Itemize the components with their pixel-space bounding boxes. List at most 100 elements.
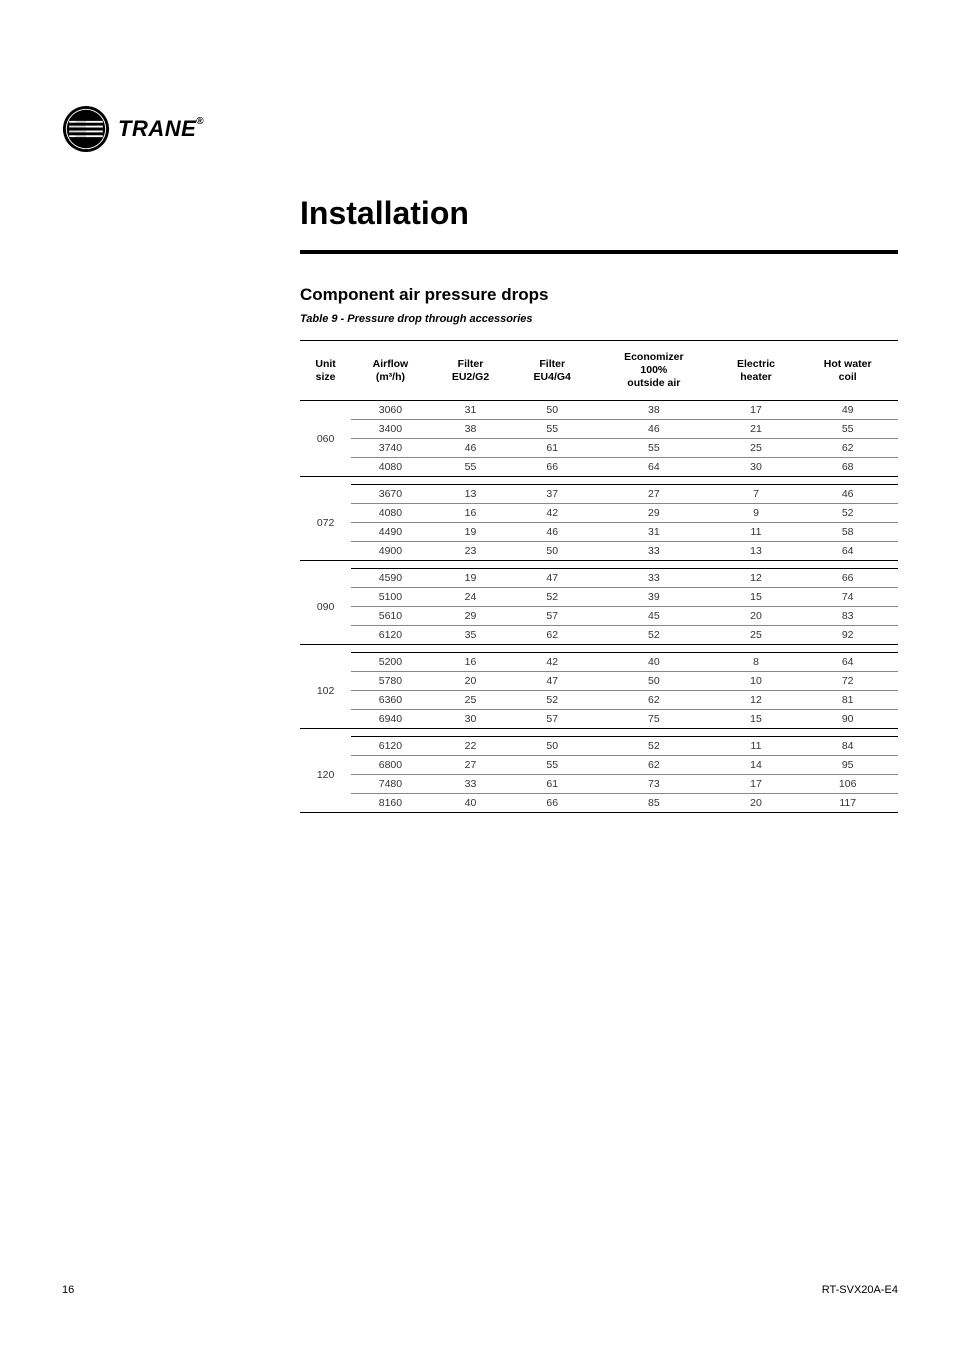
data-cell: 6120 <box>351 737 430 756</box>
data-cell: 95 <box>797 756 898 775</box>
data-cell: 15 <box>715 588 798 607</box>
data-cell: 25 <box>715 626 798 645</box>
data-cell: 23 <box>430 542 512 561</box>
unit-size-cell: 102 <box>300 653 351 729</box>
data-cell: 73 <box>593 775 715 794</box>
data-cell: 64 <box>797 542 898 561</box>
data-cell: 92 <box>797 626 898 645</box>
data-cell: 11 <box>715 523 798 542</box>
data-cell: 62 <box>797 439 898 458</box>
data-cell: 66 <box>511 458 593 477</box>
data-cell: 29 <box>430 607 512 626</box>
data-cell: 27 <box>430 756 512 775</box>
data-cell: 46 <box>593 420 715 439</box>
data-cell: 30 <box>430 710 512 729</box>
table-caption: Table 9 - Pressure drop through accessor… <box>300 313 533 325</box>
group-spacer <box>300 729 898 737</box>
table-row: 63602552621281 <box>300 691 898 710</box>
data-cell: 46 <box>797 485 898 504</box>
table-row: 44901946311158 <box>300 523 898 542</box>
data-cell: 20 <box>715 794 798 813</box>
col-electric-heater: Electric heater <box>715 341 798 401</box>
data-cell: 40 <box>430 794 512 813</box>
data-cell: 33 <box>430 775 512 794</box>
data-cell: 55 <box>511 756 593 775</box>
data-cell: 5100 <box>351 588 430 607</box>
group-spacer <box>300 561 898 569</box>
col-filter-eu2: Filter EU2/G2 <box>430 341 512 401</box>
data-cell: 117 <box>797 794 898 813</box>
data-cell: 62 <box>593 691 715 710</box>
table-row: 816040668520117 <box>300 794 898 813</box>
data-cell: 49 <box>797 401 898 420</box>
data-cell: 20 <box>715 607 798 626</box>
data-cell: 90 <box>797 710 898 729</box>
data-cell: 7480 <box>351 775 430 794</box>
table-row: 34003855462155 <box>300 420 898 439</box>
data-cell: 6800 <box>351 756 430 775</box>
data-cell: 57 <box>511 710 593 729</box>
data-cell: 3740 <box>351 439 430 458</box>
data-cell: 52 <box>593 626 715 645</box>
data-cell: 5200 <box>351 653 430 672</box>
data-cell: 50 <box>593 672 715 691</box>
data-cell: 55 <box>430 458 512 477</box>
unit-size-cell: 120 <box>300 737 351 813</box>
data-cell: 17 <box>715 401 798 420</box>
data-cell: 52 <box>593 737 715 756</box>
data-cell: 21 <box>715 420 798 439</box>
data-cell: 81 <box>797 691 898 710</box>
table-row: 748033617317106 <box>300 775 898 794</box>
data-cell: 9 <box>715 504 798 523</box>
data-cell: 52 <box>511 691 593 710</box>
table-row: 56102957452083 <box>300 607 898 626</box>
data-cell: 52 <box>797 504 898 523</box>
data-cell: 6120 <box>351 626 430 645</box>
data-cell: 3400 <box>351 420 430 439</box>
data-cell: 74 <box>797 588 898 607</box>
data-cell: 8 <box>715 653 798 672</box>
col-economizer: Economizer 100% outside air <box>593 341 715 401</box>
data-cell: 40 <box>593 653 715 672</box>
data-cell: 29 <box>593 504 715 523</box>
data-cell: 50 <box>511 401 593 420</box>
table-row: 49002350331364 <box>300 542 898 561</box>
data-cell: 33 <box>593 542 715 561</box>
data-cell: 57 <box>511 607 593 626</box>
data-cell: 24 <box>430 588 512 607</box>
data-cell: 14 <box>715 756 798 775</box>
data-cell: 13 <box>715 542 798 561</box>
col-airflow: Airflow (m³/h) <box>351 341 430 401</box>
data-cell: 31 <box>430 401 512 420</box>
data-cell: 19 <box>430 569 512 588</box>
data-cell: 75 <box>593 710 715 729</box>
data-cell: 45 <box>593 607 715 626</box>
data-cell: 66 <box>797 569 898 588</box>
data-cell: 52 <box>511 588 593 607</box>
data-cell: 58 <box>797 523 898 542</box>
data-cell: 47 <box>511 672 593 691</box>
table-row: 12061202250521184 <box>300 737 898 756</box>
data-cell: 33 <box>593 569 715 588</box>
brand-logo: TRANE® <box>62 105 204 153</box>
page-title: Installation <box>300 195 469 232</box>
pressure-drop-table: Unit size Airflow (m³/h) Filter EU2/G2 F… <box>300 340 898 813</box>
data-cell: 66 <box>511 794 593 813</box>
col-filter-eu4: Filter EU4/G4 <box>511 341 593 401</box>
group-spacer <box>300 645 898 653</box>
data-cell: 38 <box>593 401 715 420</box>
data-cell: 55 <box>797 420 898 439</box>
trane-logo-icon <box>62 105 110 153</box>
data-cell: 4900 <box>351 542 430 561</box>
data-cell: 61 <box>511 775 593 794</box>
data-cell: 16 <box>430 504 512 523</box>
unit-size-cell: 090 <box>300 569 351 645</box>
data-cell: 15 <box>715 710 798 729</box>
data-cell: 7 <box>715 485 798 504</box>
data-cell: 4080 <box>351 504 430 523</box>
data-cell: 38 <box>430 420 512 439</box>
data-cell: 64 <box>593 458 715 477</box>
data-cell: 20 <box>430 672 512 691</box>
table-row: 06030603150381749 <box>300 401 898 420</box>
data-cell: 47 <box>511 569 593 588</box>
